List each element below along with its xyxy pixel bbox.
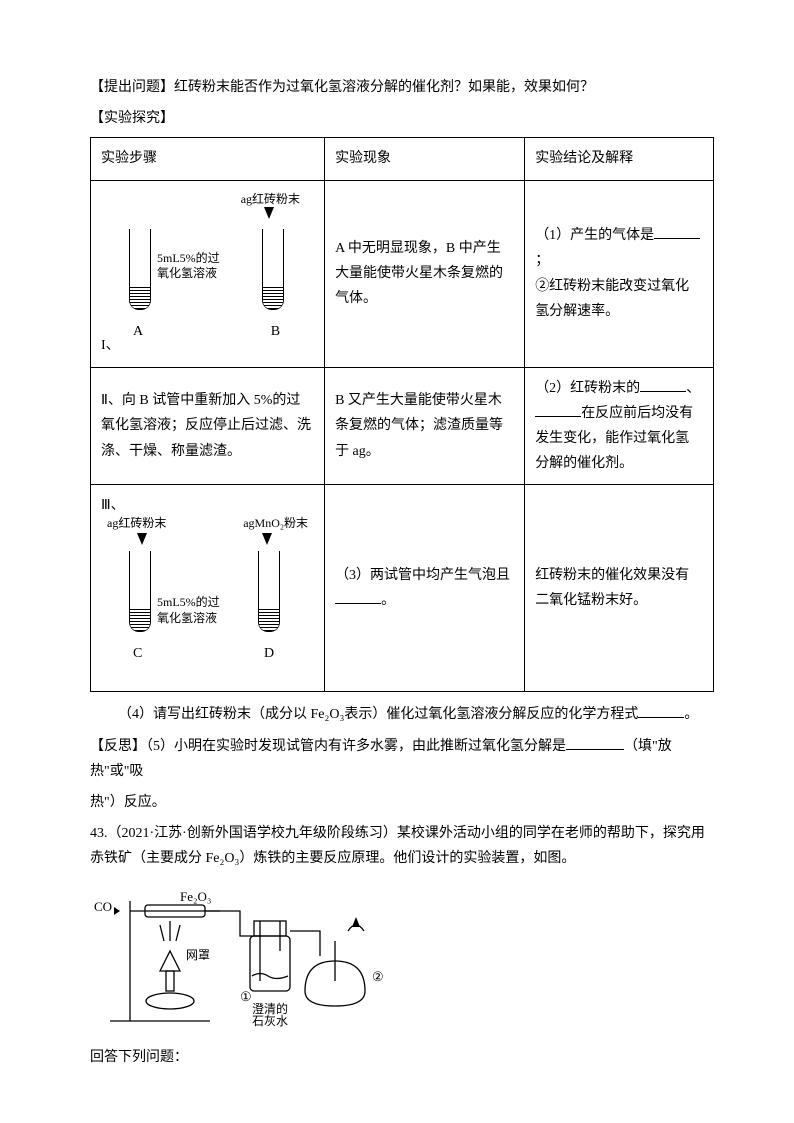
tube-c-wrap — [129, 551, 151, 632]
q5: 【反思】（5）小明在实验时发现试管内有许多水雾，由此推断过氧化氢分解是（填"放热… — [90, 734, 714, 784]
table-row-2: Ⅱ、向 B 试管中重新加入 5%的过氧化氢溶液；反应停止后过滤、洗涤、干燥、称量… — [91, 367, 714, 485]
r2c3: （2）红砖粉末的、在反应前后均没有发生变化，能作过氧化氢分解的催化剂。 — [525, 367, 714, 485]
blank — [566, 735, 624, 750]
r2c2: B 又产生大量能使带火星木条复燃的气体；滤渣质量等于 ag。 — [325, 367, 525, 485]
r3c3: 红砖粉末的催化效果没有二氧化锰粉末好。 — [525, 485, 714, 692]
experiment-label: 【实验探究】 — [90, 106, 714, 131]
q4: （4）请写出红砖粉末（成分以 Fe₂O₃表示）催化过氧化氢溶液分解反应的化学方程… — [90, 702, 714, 727]
num2-label: ② — [372, 969, 384, 984]
blank — [640, 377, 686, 392]
r3-right-label: agMnO₂粉末 — [243, 513, 308, 535]
tube-b-wrap — [262, 229, 284, 310]
blank — [535, 402, 581, 417]
head-c3: 实验结论及解释 — [525, 138, 714, 180]
q5b: 热"）反应。 — [90, 790, 714, 815]
tube-a-wrap — [129, 229, 151, 310]
answer-label: 回答下列问题： — [90, 1045, 714, 1070]
tube-b — [262, 229, 284, 310]
liquid — [259, 609, 279, 631]
letter-a: A — [133, 319, 143, 344]
letter-d: D — [264, 641, 274, 666]
table-row-1: ag红砖粉末 5mL5%的过 氧化氢溶液 A B I、 — [91, 180, 714, 367]
r3-mid-label: 5mL5%的过 氧化氢溶液 — [157, 595, 247, 626]
apparatus-svg: CO Fe₂O₃ 网罩 ① 澄清的 石灰水 — [90, 881, 400, 1031]
r1c2: A 中无明显现象，B 中产生大量能使带火星木条复燃的气体。 — [325, 180, 525, 367]
experiment-table: 实验步骤 实验现象 实验结论及解释 ag红砖粉末 5mL5%的过 氧化 — [90, 137, 714, 692]
roman-1: I、 — [101, 333, 120, 358]
question-line: 【提出问题】红砖粉末能否作为过氧化氢溶液分解的催化剂？如果能，效果如何？ — [90, 75, 714, 100]
liquid — [130, 287, 150, 309]
r1-diagram: ag红砖粉末 5mL5%的过 氧化氢溶液 A B I、 — [101, 189, 314, 359]
arrow-down-icon — [137, 533, 147, 545]
tube-d-wrap — [258, 551, 280, 632]
tube-d — [258, 551, 280, 632]
blank — [654, 224, 700, 239]
r3c1: Ⅲ、 ag红砖粉末 agMnO₂粉末 5mL5%的过 氧化氢溶液 — [91, 485, 325, 692]
tube-a — [129, 229, 151, 310]
r1-mid-label: 5mL5%的过 氧化氢溶液 — [157, 251, 247, 282]
liquid — [263, 287, 283, 309]
apparatus-diagram: CO Fe₂O₃ 网罩 ① 澄清的 石灰水 — [90, 881, 714, 1040]
r1c1: ag红砖粉末 5mL5%的过 氧化氢溶液 A B I、 — [91, 180, 325, 367]
fe2o3-label: Fe₂O₃ — [180, 889, 211, 904]
mesh-label: 网罩 — [186, 948, 210, 962]
q43: 43.（2021·江苏·创新外国语学校九年级阶段练习）某校课外活动小组的同学在老… — [90, 821, 714, 871]
arrow-down-icon — [264, 207, 274, 219]
lime-label2: 石灰水 — [252, 1014, 288, 1028]
head-c1: 实验步骤 — [91, 138, 325, 180]
letter-c: C — [133, 641, 142, 666]
num1-label: ① — [240, 989, 252, 1004]
r3-left-label: ag红砖粉末 — [107, 513, 166, 535]
letter-b: B — [271, 319, 280, 344]
r3-diagram: Ⅲ、 ag红砖粉末 agMnO₂粉末 5mL5%的过 氧化氢溶液 — [101, 493, 314, 683]
tube-c — [129, 551, 151, 632]
r1c3: （1）产生的气体是； ②红砖粉末能改变过氧化氢分解速率。 — [525, 180, 714, 367]
co-label: CO — [94, 899, 112, 914]
table-row-3: Ⅲ、 ag红砖粉末 agMnO₂粉末 5mL5%的过 氧化氢溶液 — [91, 485, 714, 692]
blank — [638, 703, 684, 718]
arrow-down-icon — [262, 533, 272, 545]
blank — [335, 589, 381, 604]
r2c1: Ⅱ、向 B 试管中重新加入 5%的过氧化氢溶液；反应停止后过滤、洗涤、干燥、称量… — [91, 367, 325, 485]
head-c2: 实验现象 — [325, 138, 525, 180]
liquid — [130, 609, 150, 631]
table-head-row: 实验步骤 实验现象 实验结论及解释 — [91, 138, 714, 180]
r3c2: （3）两试管中均产生气泡且。 — [325, 485, 525, 692]
